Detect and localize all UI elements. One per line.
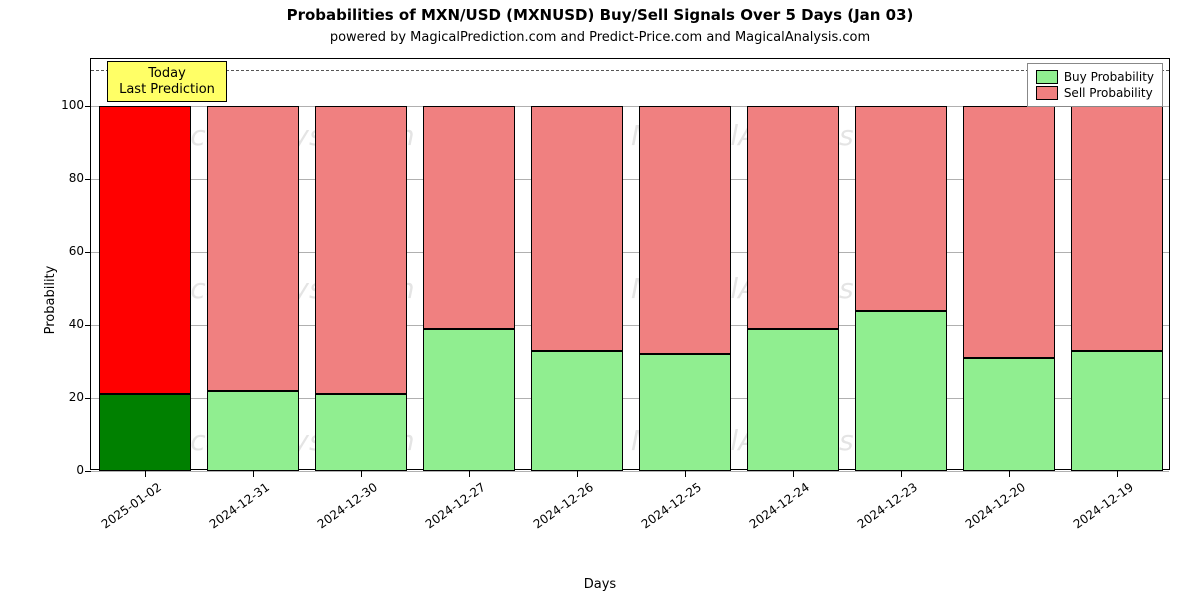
bar-segment-sell (531, 106, 624, 350)
bar-segment-buy (423, 329, 516, 471)
bar-segment-sell (207, 106, 300, 390)
bar-segment-buy (963, 358, 1056, 471)
x-tick (685, 471, 686, 477)
bar (315, 59, 408, 469)
bar-segment-buy (639, 354, 732, 471)
bar (639, 59, 732, 469)
bar-segment-buy (531, 351, 624, 471)
y-tick-label: 80 (34, 171, 84, 185)
x-tick-label: 2024-12-24 (730, 480, 812, 543)
bar-segment-sell (747, 106, 840, 328)
x-tick (1009, 471, 1010, 477)
reference-line (91, 70, 1169, 71)
x-axis-label: Days (0, 577, 1200, 592)
x-tick (901, 471, 902, 477)
x-tick (253, 471, 254, 477)
x-tick (469, 471, 470, 477)
legend-label-buy: Buy Probability (1064, 70, 1154, 84)
x-tick (1117, 471, 1118, 477)
legend-swatch-buy (1036, 70, 1058, 84)
x-tick-label: 2024-12-26 (514, 480, 596, 543)
y-tick (85, 471, 91, 472)
x-tick-label: 2024-12-30 (298, 480, 380, 543)
plot-area: MagicalAnalysis.comMagicalAnalysis.comMa… (90, 58, 1170, 470)
legend: Buy Probability Sell Probability (1027, 63, 1163, 107)
y-tick-label: 40 (34, 317, 84, 331)
x-tick (145, 471, 146, 477)
today-annotation: Today Last Prediction (107, 61, 227, 102)
y-tick (85, 398, 91, 399)
bar (747, 59, 840, 469)
x-tick-label: 2024-12-19 (1054, 480, 1136, 543)
chart-subtitle: powered by MagicalPrediction.com and Pre… (0, 30, 1200, 45)
legend-swatch-sell (1036, 86, 1058, 100)
bar-segment-sell (99, 106, 192, 394)
chart-title: Probabilities of MXN/USD (MXNUSD) Buy/Se… (0, 6, 1200, 24)
bar (1071, 59, 1164, 469)
bar (207, 59, 300, 469)
bar-segment-sell (855, 106, 948, 310)
bar-segment-sell (315, 106, 408, 394)
y-tick (85, 252, 91, 253)
bar-segment-buy (747, 329, 840, 471)
bar (423, 59, 516, 469)
x-tick-label: 2024-12-23 (838, 480, 920, 543)
bar-segment-buy (1071, 351, 1164, 471)
legend-item-buy: Buy Probability (1036, 70, 1154, 84)
bar-segment-sell (963, 106, 1056, 358)
bar-segment-buy (315, 394, 408, 471)
bar-segment-sell (423, 106, 516, 328)
x-tick-label: 2024-12-27 (406, 480, 488, 543)
x-tick-label: 2024-12-25 (622, 480, 704, 543)
today-annotation-line1: Today (118, 66, 216, 82)
bar (963, 59, 1056, 469)
bar (99, 59, 192, 469)
legend-label-sell: Sell Probability (1064, 86, 1153, 100)
y-tick (85, 179, 91, 180)
bar-segment-buy (207, 391, 300, 471)
bar-segment-sell (639, 106, 732, 354)
y-tick-label: 0 (34, 463, 84, 477)
bar-segment-sell (1071, 106, 1164, 350)
bar (531, 59, 624, 469)
x-tick (361, 471, 362, 477)
y-tick-label: 100 (34, 98, 84, 112)
legend-item-sell: Sell Probability (1036, 86, 1154, 100)
y-tick-label: 20 (34, 390, 84, 404)
x-tick (577, 471, 578, 477)
x-tick-label: 2024-12-20 (946, 480, 1028, 543)
bar-segment-buy (855, 311, 948, 471)
today-annotation-line2: Last Prediction (118, 82, 216, 98)
bar (855, 59, 948, 469)
y-tick (85, 106, 91, 107)
chart-container: Probabilities of MXN/USD (MXNUSD) Buy/Se… (0, 0, 1200, 600)
bar-segment-buy (99, 394, 192, 471)
x-tick-label: 2025-01-02 (82, 480, 164, 543)
x-tick-label: 2024-12-31 (190, 480, 272, 543)
y-tick (85, 325, 91, 326)
bars-layer (91, 59, 1169, 469)
x-tick (793, 471, 794, 477)
y-tick-label: 60 (34, 244, 84, 258)
